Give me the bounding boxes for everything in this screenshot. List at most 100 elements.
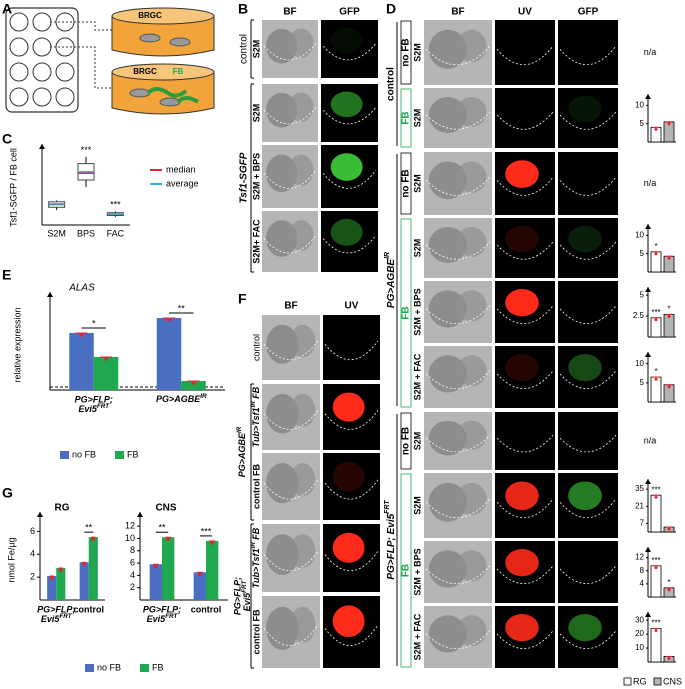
micrograph	[495, 412, 555, 470]
legend-label: FB	[127, 449, 139, 459]
row-label: S2M	[412, 496, 422, 515]
label-superscript: FRT	[59, 613, 72, 620]
axis-arrow	[39, 144, 45, 149]
signal	[330, 218, 363, 246]
panel-letter: D	[386, 1, 396, 17]
column-header: GFP	[578, 7, 599, 18]
row-label: S2M + BPS	[412, 548, 422, 595]
significance: ***	[651, 308, 660, 317]
label-text: Evi5	[41, 614, 61, 624]
tissue	[456, 29, 487, 63]
subgroup-box	[400, 88, 412, 148]
significance: ***	[110, 200, 121, 210]
tissue	[428, 290, 467, 328]
axis-arrow	[645, 224, 651, 229]
signal	[505, 614, 539, 642]
tissue	[266, 393, 299, 434]
bar	[69, 333, 94, 390]
signal	[332, 532, 365, 563]
significance: *	[667, 578, 670, 587]
micrograph	[424, 473, 492, 538]
micrograph-bg	[558, 412, 618, 470]
label-superscript: IR	[384, 252, 391, 259]
tissue	[456, 227, 487, 257]
point	[667, 385, 671, 389]
micrograph-bg	[558, 541, 618, 603]
signal	[505, 160, 539, 188]
chart-title: CNS	[155, 503, 176, 514]
chart-title: ALAS	[68, 283, 95, 294]
y-tick-label: 10	[125, 533, 135, 543]
dish-label: BRGC	[133, 67, 157, 76]
point	[59, 568, 63, 572]
bar	[650, 628, 662, 663]
micrograph-bg	[495, 88, 555, 148]
tissue	[289, 606, 316, 643]
bar	[56, 568, 66, 600]
column-header: UV	[518, 7, 532, 18]
point	[667, 588, 671, 592]
micrograph	[323, 453, 380, 520]
signal	[332, 461, 365, 492]
micrograph	[424, 20, 492, 85]
outline	[496, 434, 554, 453]
y-axis-label: relative expression	[12, 307, 22, 382]
outline	[263, 340, 319, 361]
signal	[332, 392, 365, 422]
bar	[650, 565, 662, 598]
tissue	[288, 220, 314, 251]
signal	[332, 605, 365, 638]
bar	[88, 537, 98, 600]
significance: **	[85, 523, 93, 533]
subgroup-box	[400, 20, 412, 85]
subgroup-label: FB	[401, 111, 412, 124]
point	[167, 318, 171, 322]
note: n/a	[644, 435, 657, 445]
outline	[559, 498, 617, 519]
legend-swatch	[140, 664, 149, 672]
point	[654, 377, 658, 381]
significance: *	[654, 367, 657, 376]
bar	[79, 562, 89, 600]
outline	[559, 241, 617, 260]
tissue	[288, 92, 314, 122]
micrograph	[262, 384, 320, 450]
micrograph	[321, 84, 378, 142]
group-label: PG>AGBEIR	[236, 426, 248, 477]
axis-arrow	[47, 292, 53, 297]
y-tick-label: 10	[635, 359, 644, 368]
outline	[425, 630, 491, 650]
y-tick-label: 4	[640, 579, 645, 588]
micrograph	[424, 218, 492, 278]
outline	[496, 565, 554, 584]
point	[166, 537, 170, 542]
y-tick-label: 6	[130, 557, 135, 567]
outline	[425, 45, 491, 66]
label-superscript: FRT	[165, 613, 178, 620]
point	[198, 572, 202, 577]
y-tick-label: 6	[30, 526, 35, 536]
outline	[425, 176, 491, 196]
x-tick-label: PG>FLP;	[143, 604, 181, 614]
dish-label: FB	[173, 67, 184, 76]
y-tick-label: 10	[635, 100, 644, 109]
point	[654, 629, 658, 633]
micrograph-bg	[558, 152, 618, 215]
micrograph	[424, 541, 492, 603]
y-tick-label: 2	[130, 582, 135, 592]
micrograph	[495, 218, 555, 278]
micrograph	[558, 606, 618, 668]
signal	[568, 225, 602, 253]
y-axis-label: nmol Fe/µg	[6, 537, 16, 582]
legend-label: no FB	[97, 662, 121, 672]
row-label: S2M + BPS	[412, 288, 422, 335]
y-tick-label: 5	[640, 249, 645, 258]
micrograph	[558, 541, 618, 603]
y-tick-label: 5	[640, 290, 645, 299]
x-tick-label: Evi5FRT	[41, 613, 73, 625]
outline	[263, 410, 319, 430]
point	[191, 381, 196, 385]
subgroup-label: no FB	[401, 427, 412, 455]
x-tick-label: control	[191, 604, 222, 614]
